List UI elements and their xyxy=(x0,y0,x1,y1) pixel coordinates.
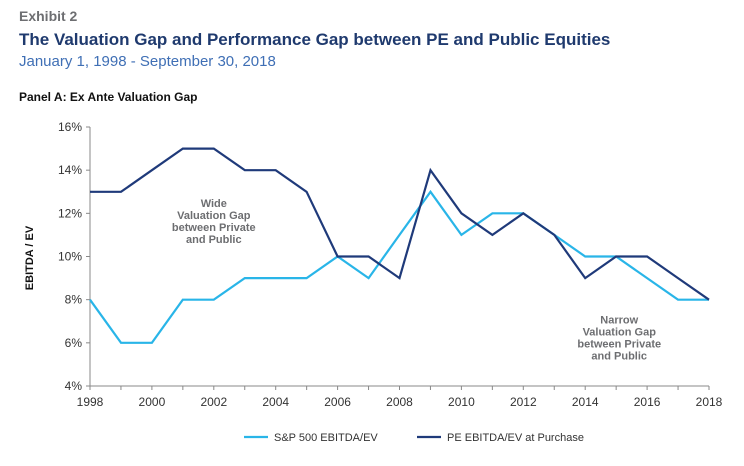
annotation-line: and Public xyxy=(591,350,647,362)
annotation-line: between Private xyxy=(577,338,661,350)
y-axis-label: EBITDA / EV xyxy=(24,225,36,290)
chart-title: The Valuation Gap and Performance Gap be… xyxy=(19,30,611,49)
y-tick-label: 14% xyxy=(58,163,82,177)
x-tick-label: 2014 xyxy=(572,395,599,409)
x-tick-label: 2012 xyxy=(510,395,537,409)
chart-subtitle: January 1, 1998 - September 30, 2018 xyxy=(19,53,276,70)
x-tick-label: 2010 xyxy=(448,395,475,409)
annotation-line: between Private xyxy=(172,222,256,234)
y-tick-label: 8% xyxy=(65,293,83,307)
x-tick-label: 2018 xyxy=(696,395,723,409)
panel-label: Panel A: Ex Ante Valuation Gap xyxy=(19,90,198,104)
annotation-narrow-gap: Narrow Valuation Gap between Private and Pu… xyxy=(577,314,661,362)
annotations: Wide Valuation Gap between Private and Publ… xyxy=(172,198,661,363)
y-tick-label: 6% xyxy=(65,336,83,350)
x-tick-label: 2016 xyxy=(634,395,661,409)
series-line-sp500 xyxy=(89,189,709,344)
annotation-line: Wide xyxy=(201,198,227,210)
exhibit-label: Exhibit 2 xyxy=(19,8,78,24)
axes: 4% 6% 8% 10% 12% 14% 16% 1998 2000 2002 2004 2006 20… xyxy=(58,120,723,409)
x-tick-label: 2004 xyxy=(262,395,289,409)
series-line-pe xyxy=(90,147,710,301)
legend-label: PE EBITDA/EV at Purchase xyxy=(447,432,584,444)
legend-label: S&P 500 EBITDA/EV xyxy=(274,432,378,444)
annotation-line: Valuation Gap xyxy=(177,210,251,222)
annotation-wide-gap: Wide Valuation Gap between Private and Publ… xyxy=(172,198,256,246)
annotation-line: Valuation Gap xyxy=(583,326,657,338)
annotation-line: and Public xyxy=(186,234,242,246)
x-tick-label: 2002 xyxy=(200,395,227,409)
y-tick-label: 4% xyxy=(65,379,83,393)
series-lines xyxy=(89,147,710,344)
x-tick-label: 2006 xyxy=(324,395,351,409)
y-tick-label: 12% xyxy=(58,206,82,220)
y-tick-label: 10% xyxy=(58,250,82,264)
legend: S&P 500 EBITDA/EV PE EBITDA/EV at Purchas… xyxy=(244,432,584,444)
annotation-line: Narrow xyxy=(600,314,638,326)
x-tick-label: 2000 xyxy=(139,395,166,409)
x-tick-label: 2008 xyxy=(386,395,413,409)
y-tick-label: 16% xyxy=(58,120,82,134)
x-tick-label: 1998 xyxy=(77,395,104,409)
